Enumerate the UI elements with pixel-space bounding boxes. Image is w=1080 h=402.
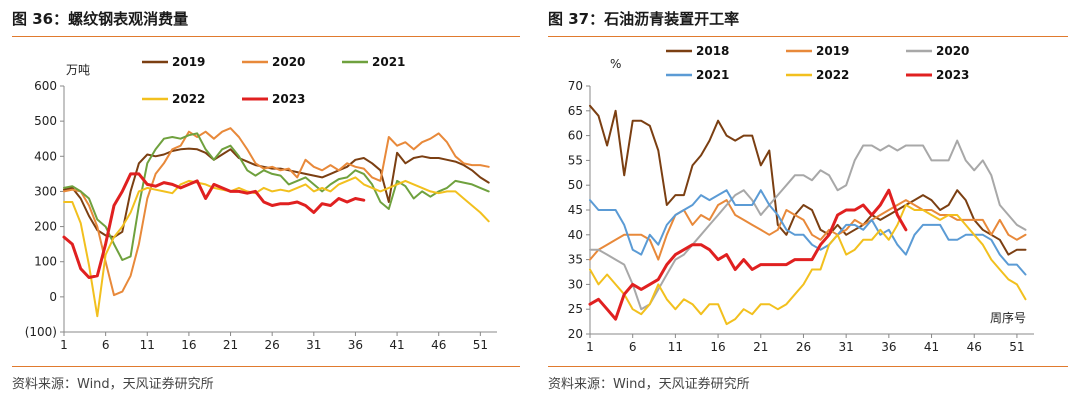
legend-label: 2022 <box>172 92 205 106</box>
legend-label: 2020 <box>936 44 969 58</box>
legend-label: 2021 <box>696 68 729 82</box>
legend-item-2019: 2019 <box>142 55 205 69</box>
x-tick-label: 1 <box>60 338 68 352</box>
y-tick-label: 45 <box>568 203 583 217</box>
y-tick-label: 70 <box>568 79 583 93</box>
legend-item-2019: 2019 <box>786 44 849 58</box>
x-tick-label: 51 <box>1009 340 1024 354</box>
legend-item-2018: 2018 <box>666 44 729 58</box>
series-line-2023 <box>62 172 366 279</box>
y-axis-label: % <box>610 57 621 71</box>
y-tick-label: 600 <box>34 79 57 93</box>
right-source-rule <box>548 366 1068 367</box>
legend-label: 2021 <box>372 55 405 69</box>
x-tick-label: 36 <box>881 340 896 354</box>
right-chart-source: 资料来源：Wind，天风证券研究所 <box>548 377 750 392</box>
series-line-2018 <box>589 104 1027 256</box>
y-tick-label: 500 <box>34 114 57 128</box>
y-axis-label: 万吨 <box>66 63 90 77</box>
y-tick-label: 200 <box>34 220 57 234</box>
legend-item-2021: 2021 <box>342 55 405 69</box>
legend-label: 2019 <box>816 44 849 58</box>
x-tick-label: 6 <box>629 340 637 354</box>
left-chart-source: 资料来源：Wind，天风证券研究所 <box>12 377 214 392</box>
x-tick-label: 41 <box>389 338 404 352</box>
x-tick-label: 21 <box>223 338 238 352</box>
x-tick-label: 11 <box>668 340 683 354</box>
series-line-2020 <box>589 139 1027 311</box>
x-tick-label: 6 <box>102 338 110 352</box>
legend-item-2021: 2021 <box>666 68 729 82</box>
x-tick-label: 46 <box>431 338 446 352</box>
y-tick-label: 65 <box>568 104 583 118</box>
legend-item-2022: 2022 <box>786 68 849 82</box>
y-tick-label: 400 <box>34 149 57 163</box>
legend-label: 2018 <box>696 44 729 58</box>
series-line-2021 <box>589 189 1027 276</box>
x-tick-label: 16 <box>181 338 196 352</box>
legend-label: 2023 <box>936 68 969 82</box>
x-tick-label: 1 <box>586 340 594 354</box>
y-tick-label: 0 <box>49 290 57 304</box>
y-tick-label: 40 <box>568 228 583 242</box>
x-tick-label: 41 <box>924 340 939 354</box>
series-line-2020 <box>63 127 490 297</box>
y-tick-label: 100 <box>34 255 57 269</box>
legend-item-2022: 2022 <box>142 92 205 106</box>
legend-label: 2023 <box>272 92 305 106</box>
legend-label: 2022 <box>816 68 849 82</box>
y-tick-label: 300 <box>34 184 57 198</box>
x-tick-label: 51 <box>473 338 488 352</box>
series-line-2023 <box>588 188 908 321</box>
legend-item-2020: 2020 <box>242 55 305 69</box>
x-axis-label: 周序号 <box>990 310 1026 325</box>
legend-item-2023: 2023 <box>242 92 305 106</box>
y-tick-label: 60 <box>568 129 583 143</box>
series-line-2019 <box>589 199 1027 261</box>
x-tick-label: 11 <box>140 338 155 352</box>
right-title-rule <box>548 36 1068 37</box>
y-tick-label: 50 <box>568 178 583 192</box>
series-line-2022 <box>63 176 490 318</box>
x-tick-label: 46 <box>967 340 982 354</box>
series-line-2021 <box>63 132 490 261</box>
series-line-2022 <box>589 204 1027 326</box>
legend-item-2020: 2020 <box>906 44 969 58</box>
left-chart-title: 图 36：螺纹钢表观消费量 <box>12 10 189 28</box>
x-tick-label: 16 <box>710 340 725 354</box>
legend-item-2023: 2023 <box>906 68 969 82</box>
left-source-rule <box>12 366 520 367</box>
x-tick-label: 31 <box>839 340 854 354</box>
x-tick-label: 36 <box>348 338 363 352</box>
legend-label: 2020 <box>272 55 305 69</box>
x-tick-label: 26 <box>265 338 280 352</box>
x-tick-label: 31 <box>306 338 321 352</box>
y-tick-label: 25 <box>568 302 583 316</box>
x-tick-label: 21 <box>753 340 768 354</box>
y-tick-label: (100) <box>25 325 57 339</box>
right-chart-title: 图 37：石油沥青装置开工率 <box>548 10 740 28</box>
x-tick-label: 26 <box>796 340 811 354</box>
y-tick-label: 55 <box>568 153 583 167</box>
y-tick-label: 30 <box>568 277 583 291</box>
legend-label: 2019 <box>172 55 205 69</box>
y-tick-label: 35 <box>568 253 583 267</box>
left-title-rule <box>12 36 520 37</box>
y-tick-label: 20 <box>568 327 583 341</box>
